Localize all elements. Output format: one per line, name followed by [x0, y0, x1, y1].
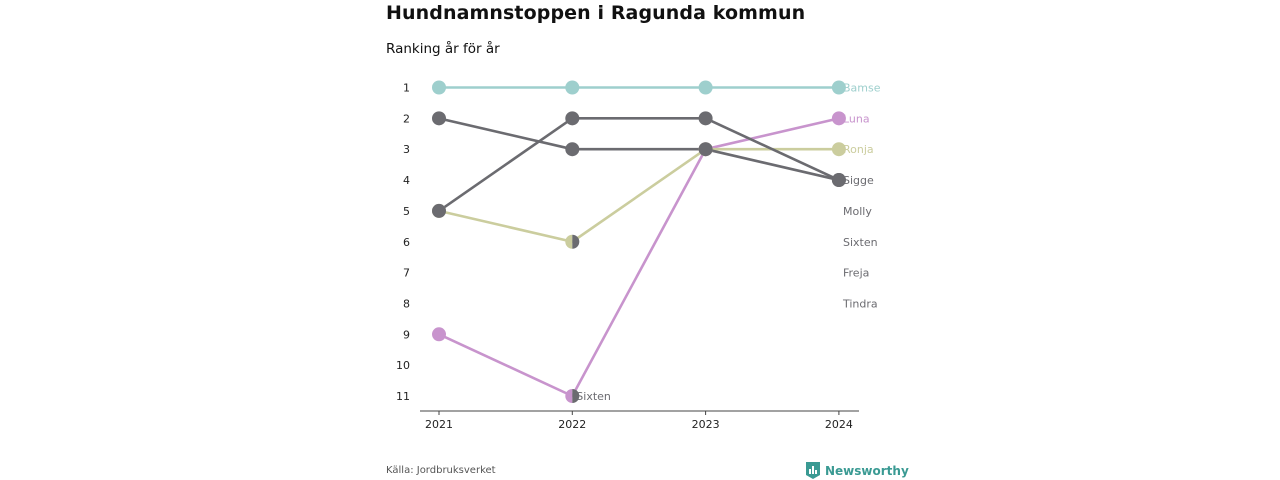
- series-point-molly: [432, 203, 446, 218]
- end-label-sigge: Sigge: [843, 174, 874, 187]
- y-tick-label: 1: [403, 82, 410, 95]
- half-marker-left: [565, 389, 573, 403]
- y-tick-label: 6: [403, 236, 410, 249]
- y-tick-label: 10: [396, 359, 410, 372]
- series-line-molly: [438, 117, 840, 212]
- series-line-sigge: [438, 117, 840, 182]
- series-point-bamse: [432, 80, 446, 95]
- end-label-bamse: Bamse: [843, 82, 881, 95]
- x-tick-label: 2024: [825, 418, 853, 431]
- end-label-ronja: Ronja: [843, 143, 874, 156]
- series-line-luna: [438, 117, 840, 398]
- series-point-molly: [831, 173, 846, 188]
- y-tick-label: 8: [403, 297, 410, 310]
- series-point-luna: [432, 327, 446, 342]
- y-tick-label: 3: [403, 143, 410, 156]
- series-point-molly: [698, 111, 713, 126]
- series-point-sigge: [432, 111, 446, 126]
- half-marker-left: [565, 234, 573, 249]
- newsworthy-brand[interactable]: Newsworthy: [806, 462, 909, 479]
- inline-label-sixten: Sixten: [576, 390, 611, 403]
- series-point-bamse: [831, 80, 846, 95]
- x-tick-label: 2021: [425, 418, 453, 431]
- half-marker-right: [572, 234, 580, 249]
- y-tick-label: 11: [396, 390, 410, 403]
- end-label-sixten: Sixten: [843, 236, 878, 249]
- y-tick-label: 5: [403, 205, 410, 218]
- half-marker-right: [572, 389, 580, 403]
- source-note: Källa: Jordbruksverket: [386, 465, 496, 476]
- series-point-ronja: [831, 142, 846, 157]
- end-label-tindra: Tindra: [842, 297, 878, 310]
- y-tick-label: 2: [403, 112, 410, 125]
- series-point-bamse: [565, 80, 580, 95]
- series-point-sigge: [565, 142, 580, 157]
- end-label-luna: Luna: [843, 112, 870, 125]
- end-label-molly: Molly: [843, 205, 872, 218]
- x-tick-label: 2022: [558, 418, 586, 431]
- series-point-luna: [831, 111, 846, 126]
- y-tick-label: 9: [403, 328, 410, 341]
- x-tick-label: 2023: [692, 418, 720, 431]
- series-line-ronja: [438, 147, 839, 244]
- brand-name: Newsworthy: [825, 463, 909, 478]
- end-label-freja: Freja: [843, 267, 869, 280]
- series-point-molly: [565, 111, 580, 126]
- y-tick-label: 7: [403, 267, 410, 280]
- series-point-sigge: [698, 142, 713, 157]
- chart-subtitle: Ranking år för år: [386, 41, 500, 57]
- series-point-bamse: [698, 80, 713, 95]
- y-tick-label: 4: [403, 174, 410, 187]
- chart-title: Hundnamnstoppen i Ragunda kommun: [386, 2, 806, 24]
- newsworthy-logo-icon: [806, 462, 820, 479]
